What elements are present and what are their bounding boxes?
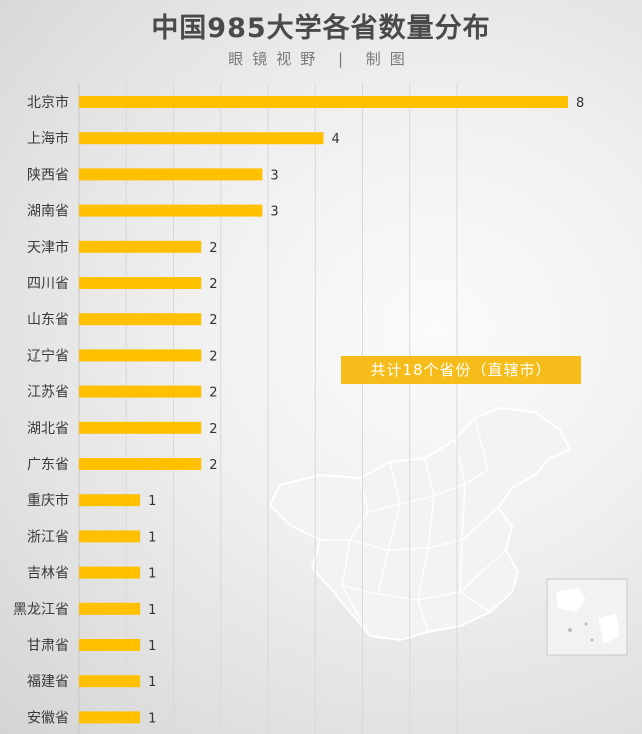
value-label: 4 (332, 132, 340, 147)
category-label: 四川省 (27, 276, 69, 292)
value-label: 1 (148, 494, 156, 509)
value-label: 1 (148, 675, 156, 690)
value-label: 2 (209, 349, 217, 364)
value-label: 2 (209, 241, 217, 256)
chart-title: 中国985大学各省数量分布 (151, 13, 491, 44)
bar (79, 96, 568, 108)
value-label: 2 (209, 422, 217, 437)
category-label: 安徽省 (27, 710, 69, 726)
category-label: 天津市 (27, 239, 69, 256)
value-label: 3 (270, 168, 278, 183)
bar (79, 602, 141, 615)
category-label: 重庆市 (27, 492, 69, 509)
bar (79, 132, 324, 145)
value-label: 2 (209, 277, 217, 292)
bar (79, 313, 202, 326)
category-label: 辽宁省 (27, 347, 69, 364)
south-sea-inset-image (546, 578, 628, 656)
bar (79, 458, 202, 470)
category-label: 甘肃省 (27, 638, 69, 654)
category-label: 广东省 (27, 457, 69, 473)
value-labels: 8 4 3 3 2 2 2 2 2 2 2 1 1 1 1 1 1 1 (148, 96, 584, 726)
bar (79, 421, 202, 434)
value-label: 8 (576, 96, 584, 111)
value-label: 3 (270, 205, 278, 220)
value-label: 1 (148, 530, 156, 545)
value-label: 1 (148, 639, 156, 654)
bar (79, 240, 202, 253)
value-label: 1 (148, 603, 156, 618)
value-label: 2 (209, 313, 217, 328)
bar (79, 277, 202, 289)
category-label: 陕西省 (27, 167, 69, 183)
value-label: 2 (209, 458, 217, 473)
category-label: 山东省 (27, 312, 69, 328)
category-labels: 北京市上海市陕西省湖南省天津市四川省山东省辽宁省江苏省湖北省广东省重庆市浙江省吉… (13, 94, 69, 726)
chart-subtitle: 眼镜视野 | 制图 (228, 50, 414, 68)
bar (79, 711, 141, 724)
category-label: 吉林省 (27, 566, 69, 582)
category-label: 湖北省 (27, 421, 69, 437)
china-map-image (268, 406, 572, 642)
value-label: 2 (209, 386, 217, 401)
category-label: 湖南省 (27, 204, 69, 220)
bar (79, 204, 263, 217)
category-label: 福建省 (27, 674, 69, 690)
value-label: 1 (148, 711, 156, 726)
category-label: 上海市 (27, 130, 69, 147)
bar (79, 349, 202, 362)
annotation-label: 共计18个省份（直辖市） (341, 356, 581, 384)
category-label: 黑龙江省 (13, 602, 69, 618)
category-label: 江苏省 (27, 385, 69, 401)
value-label: 1 (148, 567, 156, 582)
bar (79, 385, 202, 398)
bar (79, 639, 141, 651)
bar-series (79, 96, 568, 724)
bar (79, 675, 141, 688)
category-label: 北京市 (27, 94, 69, 111)
category-label: 浙江省 (27, 529, 69, 545)
bar (79, 566, 141, 579)
bar (79, 494, 141, 507)
bar (79, 168, 263, 181)
grid-lines (78, 83, 458, 734)
bar (79, 530, 141, 543)
